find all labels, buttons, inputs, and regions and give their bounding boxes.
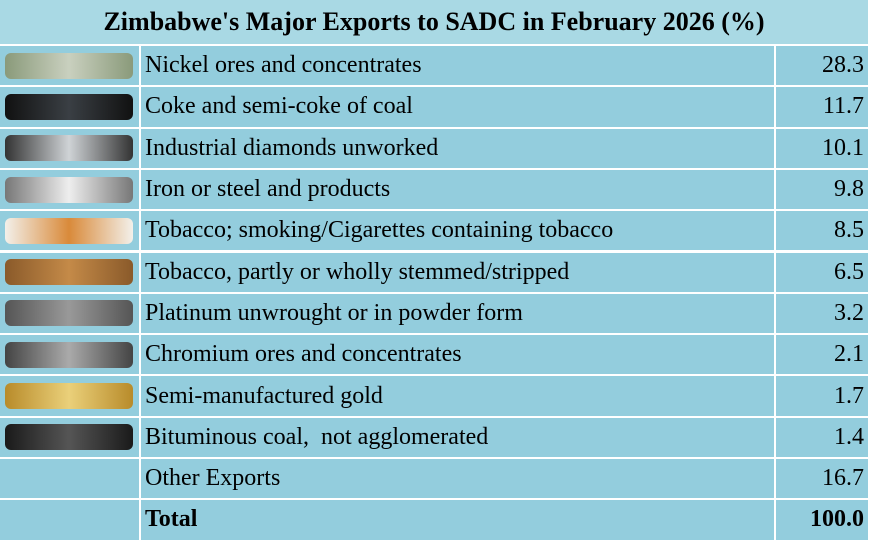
row-label: Other Exports [141,459,774,498]
image-cell [0,170,139,209]
product-image [3,91,137,123]
image-cell [0,418,139,457]
row-label: Tobacco; smoking/Cigarettes containing t… [141,211,774,250]
row-value: 2.1 [776,335,868,374]
image-cell [0,376,139,415]
table-title: Zimbabwe's Major Exports to SADC in Febr… [0,0,868,44]
row-value: 10.1 [776,129,868,168]
row-value: 16.7 [776,459,868,498]
row-label: Bituminous coal, not agglomerated [141,418,774,457]
row-label: Iron or steel and products [141,170,774,209]
product-image [3,297,137,329]
product-image [3,174,137,206]
image-cell [0,253,139,292]
row-label: Chromium ores and concentrates [141,335,774,374]
product-image [3,132,137,164]
row-label: Platinum unwrought or in powder form [141,294,774,333]
table-page: Zimbabwe's Major Exports to SADC in Febr… [0,0,870,542]
product-image [3,339,137,371]
row-value: 11.7 [776,87,868,126]
image-cell [0,294,139,333]
row-label: Total [141,500,774,539]
row-label: Industrial diamonds unworked [141,129,774,168]
image-cell [0,46,139,85]
product-image [3,421,137,453]
image-cell [0,211,139,250]
row-label: Tobacco, partly or wholly stemmed/stripp… [141,253,774,292]
product-image [3,215,137,247]
row-value: 6.5 [776,253,868,292]
product-image [3,50,137,82]
image-cell [0,335,139,374]
image-cell [0,87,139,126]
image-cell [0,459,139,498]
row-label: Semi-manufactured gold [141,376,774,415]
row-value: 1.4 [776,418,868,457]
row-value: 100.0 [776,500,868,539]
product-image [3,380,137,412]
row-value: 8.5 [776,211,868,250]
row-value: 9.8 [776,170,868,209]
image-cell [0,129,139,168]
image-cell [0,500,139,539]
row-value: 3.2 [776,294,868,333]
row-label: Nickel ores and concentrates [141,46,774,85]
row-value: 1.7 [776,376,868,415]
row-label: Coke and semi-coke of coal [141,87,774,126]
product-image [3,256,137,288]
row-value: 28.3 [776,46,868,85]
